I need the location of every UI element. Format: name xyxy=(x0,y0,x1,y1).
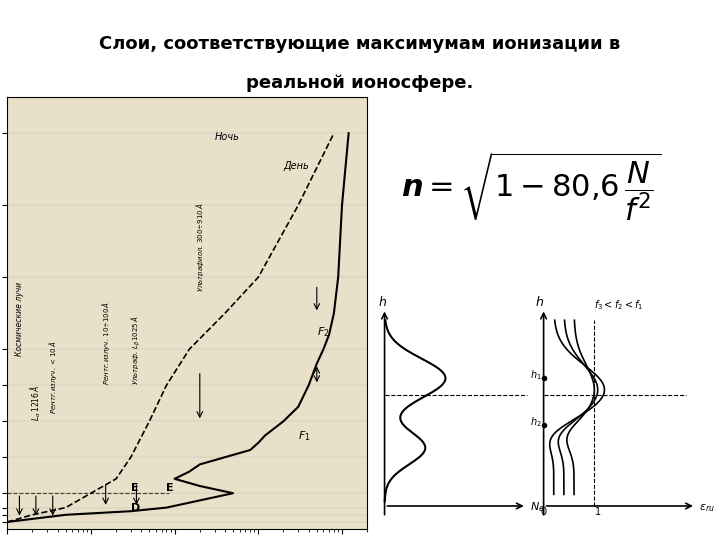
Text: $F_2$: $F_2$ xyxy=(317,325,329,339)
Text: $L_\alpha\,1216\,Å$: $L_\alpha\,1216\,Å$ xyxy=(29,384,43,421)
Text: $h_2$: $h_2$ xyxy=(530,415,541,429)
Text: реальной ионосфере.: реальной ионосфере. xyxy=(246,73,474,92)
Text: E: E xyxy=(131,483,138,493)
Text: Рентг.излуч. $10÷100\,Å$: Рентг.излуч. $10÷100\,Å$ xyxy=(99,301,112,385)
Text: День: День xyxy=(284,161,310,171)
Text: $f_3 < f_2 < f_1$: $f_3 < f_2 < f_1$ xyxy=(595,299,644,313)
Text: Ночь: Ночь xyxy=(215,132,240,143)
Text: $h$: $h$ xyxy=(535,295,544,309)
Text: $\varepsilon_{ru}$: $\varepsilon_{ru}$ xyxy=(699,503,715,515)
Text: $1$: $1$ xyxy=(595,505,602,517)
Text: $F_1$: $F_1$ xyxy=(298,429,311,443)
Text: Ультраф. $L_\beta\,1025\,Å$: Ультраф. $L_\beta\,1025\,Å$ xyxy=(130,315,143,385)
Text: D: D xyxy=(131,503,140,513)
Text: E: E xyxy=(166,483,174,493)
Text: $0$: $0$ xyxy=(540,505,548,517)
Text: $h$: $h$ xyxy=(378,295,387,309)
Text: Ультрафиол. $300÷910\,Å$: Ультрафиол. $300÷910\,Å$ xyxy=(194,202,206,292)
Text: $\boldsymbol{n} = \sqrt{1 - 80{,}6\,\dfrac{N}{f^2}}$: $\boldsymbol{n} = \sqrt{1 - 80{,}6\,\dfr… xyxy=(402,151,662,224)
Text: Космические лучи: Космические лучи xyxy=(15,282,24,356)
Text: $N_e$: $N_e$ xyxy=(530,501,545,515)
Text: Рентг.излуч. $<10\,Å$: Рентг.излуч. $<10\,Å$ xyxy=(47,341,59,414)
Text: Слои, соответствующие максимумам ионизации в: Слои, соответствующие максимумам ионизац… xyxy=(99,35,621,53)
Text: $h_1$: $h_1$ xyxy=(530,368,542,382)
